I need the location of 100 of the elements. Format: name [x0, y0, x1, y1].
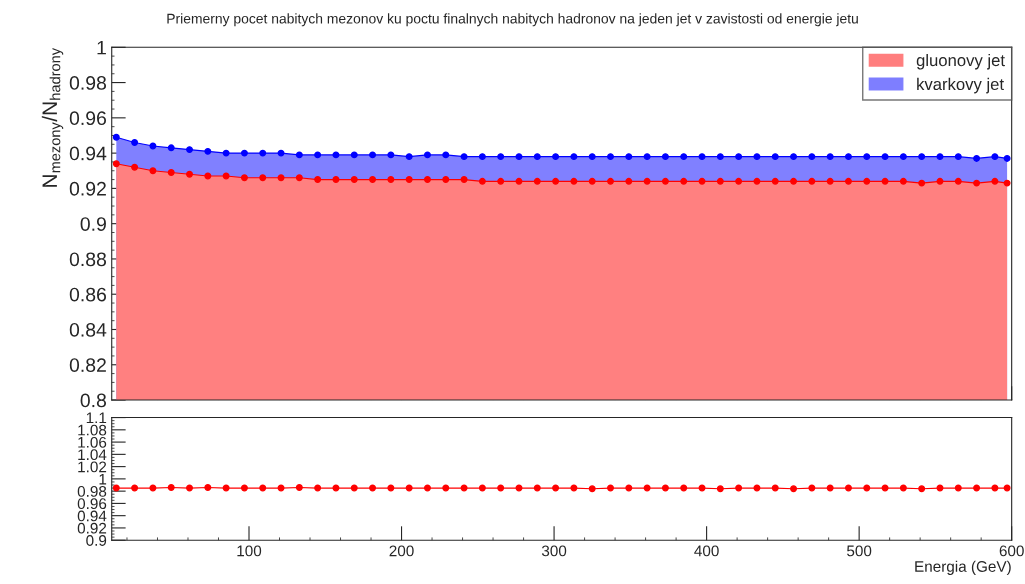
- point: [1003, 154, 1011, 162]
- x-tick-label: 400: [694, 545, 719, 557]
- point: [167, 144, 175, 152]
- y-tick-label: 1.08: [78, 424, 107, 436]
- y-tick-label: 0.8: [80, 393, 107, 408]
- point: [844, 177, 852, 185]
- point: [149, 167, 157, 175]
- y-tick-label: 1.02: [78, 461, 107, 473]
- point: [149, 142, 157, 150]
- point: [222, 172, 230, 180]
- point: [918, 153, 926, 161]
- y-tick-label: 0.96: [69, 111, 107, 126]
- point: [533, 177, 541, 185]
- point: [222, 149, 230, 157]
- point: [515, 153, 523, 161]
- y-tick-label: 1.06: [78, 436, 107, 448]
- point: [204, 147, 212, 155]
- point: [844, 153, 852, 161]
- point: [808, 177, 816, 185]
- point: [790, 153, 798, 161]
- point: [643, 177, 651, 185]
- point: [332, 176, 340, 184]
- point: [277, 149, 285, 157]
- point: [423, 151, 431, 159]
- point: [112, 160, 120, 168]
- point: [314, 151, 322, 159]
- point: [973, 179, 981, 187]
- point: [1003, 179, 1011, 187]
- point: [625, 177, 633, 185]
- point: [240, 149, 248, 157]
- point: [826, 153, 834, 161]
- point: [515, 177, 523, 185]
- y-tick-label: 0.92: [69, 181, 106, 196]
- point: [570, 177, 578, 185]
- point: [478, 153, 486, 161]
- point: [405, 153, 413, 161]
- point: [735, 153, 743, 161]
- point: [735, 177, 743, 185]
- point: [295, 174, 303, 182]
- point: [387, 176, 395, 184]
- y-tick-label: 0.9: [80, 217, 106, 231]
- point: [442, 151, 450, 159]
- point: [936, 177, 944, 185]
- point: [771, 153, 779, 161]
- point: [661, 177, 669, 185]
- point: [186, 170, 193, 178]
- y-tick-label: 0.98: [77, 486, 107, 497]
- x-tick-label: 500: [847, 545, 872, 557]
- point: [954, 177, 962, 185]
- point: [277, 174, 285, 182]
- point: [881, 153, 889, 161]
- point: [588, 177, 596, 185]
- x-tick-label: 100: [237, 545, 262, 557]
- point: [991, 177, 999, 185]
- point: [497, 153, 505, 161]
- point: [259, 174, 267, 182]
- y-tick-label: 0.84: [69, 322, 107, 337]
- point: [112, 133, 120, 141]
- point: [991, 153, 999, 161]
- point: [186, 146, 193, 154]
- point: [552, 153, 560, 161]
- y-tick-label: 0.94: [77, 510, 107, 522]
- point: [680, 177, 688, 185]
- point: [314, 176, 322, 184]
- point: [570, 153, 578, 161]
- point: [259, 149, 267, 157]
- point: [131, 163, 139, 171]
- y-tick-label: 0.86: [69, 287, 107, 302]
- y-tick-label: 0.82: [69, 358, 106, 372]
- y-tick-label: 1: [99, 473, 107, 485]
- point: [918, 179, 926, 187]
- point: [753, 153, 761, 161]
- point: [295, 151, 303, 159]
- point: [863, 177, 871, 185]
- point: [698, 177, 706, 185]
- point: [460, 176, 468, 184]
- point: [625, 153, 633, 161]
- point: [643, 153, 651, 161]
- point: [716, 153, 724, 161]
- point: [771, 177, 779, 185]
- point: [899, 177, 907, 185]
- y-tick-label: 0.92: [77, 522, 107, 534]
- point: [588, 153, 596, 161]
- point: [954, 153, 962, 161]
- point: [442, 176, 450, 184]
- x-tick-label: 200: [389, 545, 414, 557]
- x-axis-title: Energia (GeV): [915, 560, 1011, 575]
- point: [131, 139, 139, 147]
- point: [350, 176, 358, 184]
- point: [899, 153, 907, 161]
- point: [716, 177, 724, 185]
- y-tick-label: 0.88: [69, 252, 107, 267]
- point: [497, 177, 505, 185]
- y-tick-label: 0.9: [86, 535, 107, 546]
- point: [826, 177, 834, 185]
- point: [387, 151, 395, 159]
- point: [167, 169, 175, 176]
- y-tick-label: 1.04: [78, 449, 107, 461]
- point: [680, 153, 688, 161]
- y-tick-label: 0.94: [69, 146, 107, 161]
